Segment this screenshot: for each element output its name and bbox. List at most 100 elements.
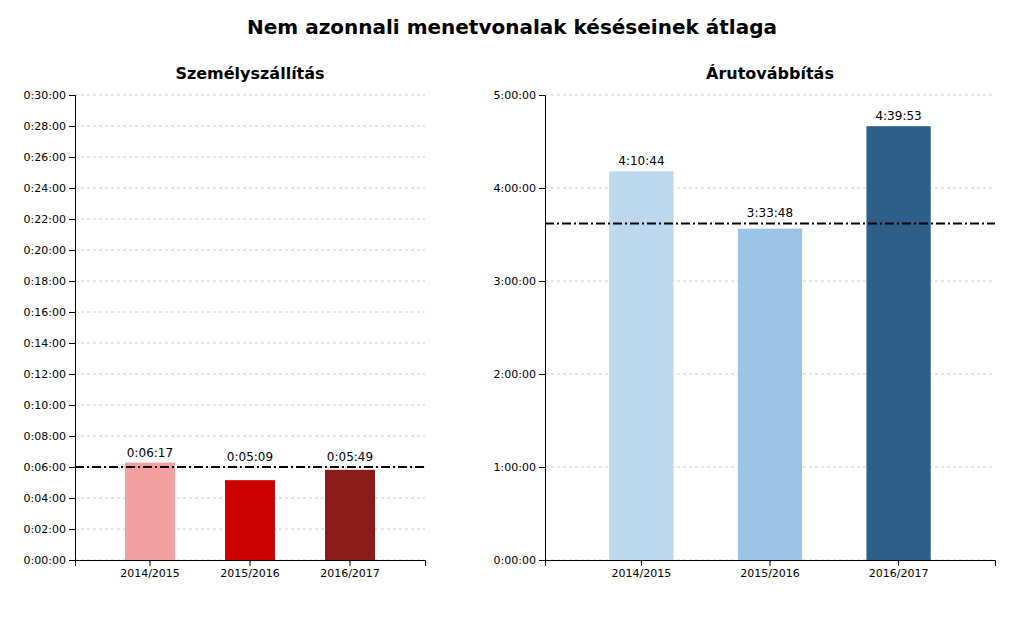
y-tick-mark [69, 188, 75, 189]
y-tick-mark [69, 219, 75, 220]
grid [545, 95, 995, 560]
y-tick-mark [69, 343, 75, 344]
y-tick: 0:28:00 [24, 120, 75, 133]
y-axis-line [69, 96, 76, 561]
x-tick-mark [350, 560, 351, 566]
chart-canvas: Nem azonnali menetvonalak késéseinek átl… [0, 0, 1024, 617]
y-tick: 0:26:00 [24, 151, 75, 164]
grid-line [75, 405, 425, 406]
x-tick-label: 2014/2015 [120, 567, 180, 580]
x-axis: 2014/2015 2015/2016 2016/2017 [546, 560, 996, 580]
x-axis: 2014/2015 2015/2016 2016/2017 [76, 560, 426, 580]
grid-line [75, 188, 425, 189]
y-tick: 0:24:00 [24, 182, 75, 195]
grid-line [75, 95, 425, 96]
x-tick: 2016/2017 [869, 560, 929, 580]
x-tick: 2015/2016 [740, 560, 800, 580]
y-tick-mark [69, 312, 75, 313]
y-tick: 0:16:00 [24, 306, 75, 319]
y-tick: 0:30:00 [24, 89, 75, 102]
y-tick: 3:00:00 [494, 275, 545, 288]
grid-line [75, 250, 425, 251]
bar [225, 480, 275, 560]
y-tick: 5:00:00 [494, 89, 545, 102]
y-tick-mark [539, 560, 545, 561]
y-tick: 0:14:00 [24, 337, 75, 350]
y-tick-mark [69, 157, 75, 158]
x-tick: 2016/2017 [320, 560, 380, 580]
y-tick: 0:22:00 [24, 213, 75, 226]
y-tick-mark [69, 467, 75, 468]
panel-title: Árutovábbítás [706, 64, 834, 83]
grid-line [75, 312, 425, 313]
x-tick-label: 2015/2016 [220, 567, 280, 580]
y-tick-label: 0:00:00 [494, 554, 536, 567]
data-label: 0:06:17 [127, 446, 173, 460]
y-tick-label: 0:24:00 [24, 182, 66, 195]
y-tick: 2:00:00 [494, 368, 545, 381]
y-tick-label: 0:20:00 [24, 244, 66, 257]
bar [866, 126, 930, 560]
y-tick-label: 0:18:00 [24, 275, 66, 288]
x-axis-line [546, 561, 996, 567]
x-tick: 2014/2015 [612, 560, 672, 580]
y-tick-label: 0:00:00 [24, 554, 66, 567]
bar [325, 470, 375, 560]
x-tick-mark [250, 560, 251, 566]
y-tick-label: 0:06:00 [24, 461, 66, 474]
y-tick-label: 2:00:00 [494, 368, 536, 381]
data-labels: 0:06:170:05:090:05:49 [127, 446, 373, 464]
grid-line [75, 374, 425, 375]
grid-line [75, 343, 425, 344]
y-tick: 0:12:00 [24, 368, 75, 381]
y-tick-mark [539, 281, 545, 282]
panel: Árutovábbítás 0:00:00 1:00:00 2:00:00 3:00:0… [494, 64, 996, 580]
y-tick-label: 4:00:00 [494, 182, 536, 195]
y-tick: 0:00:00 [24, 554, 75, 567]
y-tick-label: 0:02:00 [24, 523, 66, 536]
x-tick-mark [641, 560, 642, 566]
bar [125, 463, 175, 560]
y-tick-mark [69, 126, 75, 127]
data-label: 0:05:09 [227, 450, 273, 464]
y-tick: 0:18:00 [24, 275, 75, 288]
grid-line [75, 281, 425, 282]
y-tick: 0:04:00 [24, 492, 75, 505]
y-tick-mark [539, 467, 545, 468]
panel-title: Személyszállítás [175, 64, 324, 83]
x-tick-label: 2015/2016 [740, 567, 800, 580]
reference-line [75, 466, 425, 468]
x-tick-mark [150, 560, 151, 566]
y-tick: 0:02:00 [24, 523, 75, 536]
y-tick-mark [69, 374, 75, 375]
y-tick-label: 0:30:00 [24, 89, 66, 102]
grid-line [75, 467, 425, 468]
y-tick-mark [69, 281, 75, 282]
y-tick-label: 0:16:00 [24, 306, 66, 319]
y-tick-mark [539, 374, 545, 375]
y-tick: 1:00:00 [494, 461, 545, 474]
data-label: 4:10:44 [618, 154, 664, 168]
y-tick-label: 5:00:00 [494, 89, 536, 102]
data-labels: 4:10:44 3:33:48 4:39:53 [618, 109, 921, 220]
y-tick: 4:00:00 [494, 182, 545, 195]
y-tick-label: 3:00:00 [494, 275, 536, 288]
y-axis-line [539, 96, 546, 561]
y-axis: 0:00:00 1:00:00 2:00:00 3:00:00 4:00:00 5:00:… [494, 89, 546, 567]
bar [609, 171, 673, 560]
x-tick-mark [770, 560, 771, 566]
data-label: 3:33:48 [747, 206, 793, 220]
reference-line [545, 222, 995, 224]
y-tick-label: 0:12:00 [24, 368, 66, 381]
y-tick-mark [69, 250, 75, 251]
y-tick-label: 0:26:00 [24, 151, 66, 164]
y-tick: 0:20:00 [24, 244, 75, 257]
bar [738, 229, 802, 560]
y-tick-mark [69, 436, 75, 437]
y-tick-mark [69, 498, 75, 499]
y-tick: 0:10:00 [24, 399, 75, 412]
y-axis: 0:00:000:02:000:04:000:06:000:08:000:10:… [24, 89, 76, 567]
grid-line [75, 436, 425, 437]
y-tick-mark [69, 560, 75, 561]
data-label: 4:39:53 [875, 109, 921, 123]
